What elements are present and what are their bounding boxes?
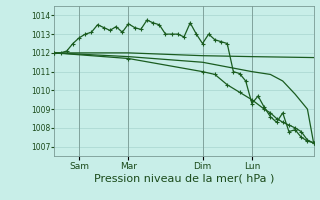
- X-axis label: Pression niveau de la mer( hPa ): Pression niveau de la mer( hPa ): [94, 173, 274, 183]
